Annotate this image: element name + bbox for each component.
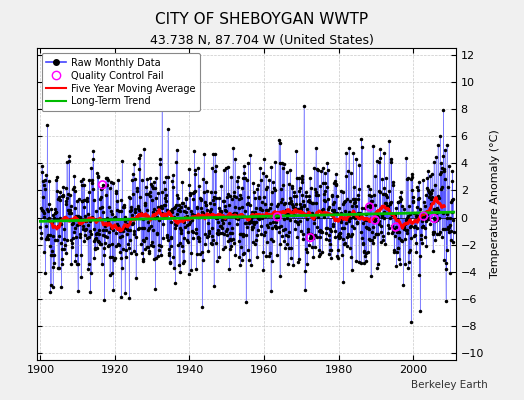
Text: 43.738 N, 87.704 W (United States): 43.738 N, 87.704 W (United States) <box>150 34 374 47</box>
Point <box>371 217 379 223</box>
Point <box>99 182 107 188</box>
Point <box>273 214 281 220</box>
Point <box>419 213 428 219</box>
Text: CITY OF SHEBOYGAN WWTP: CITY OF SHEBOYGAN WWTP <box>156 12 368 27</box>
Point <box>391 224 400 230</box>
Point <box>365 204 374 210</box>
Point <box>306 234 314 241</box>
Y-axis label: Temperature Anomaly (°C): Temperature Anomaly (°C) <box>489 130 500 278</box>
Text: Berkeley Earth: Berkeley Earth <box>411 380 487 390</box>
Legend: Raw Monthly Data, Quality Control Fail, Five Year Moving Average, Long-Term Tren: Raw Monthly Data, Quality Control Fail, … <box>41 53 200 111</box>
Point <box>430 215 439 222</box>
